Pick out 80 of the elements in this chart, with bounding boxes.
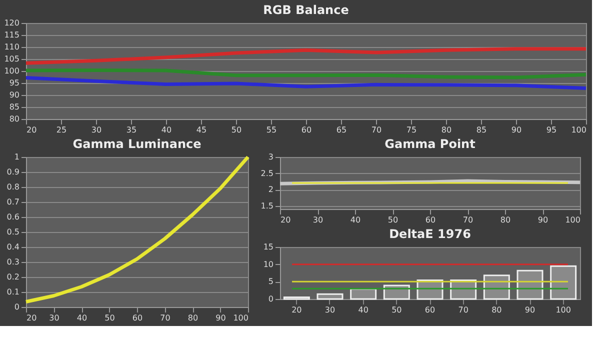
x-tick-label: 60 [424, 306, 436, 314]
y-tick-label: 0.3 [6, 258, 20, 266]
y-tick-label: 0.1 [6, 288, 20, 296]
y-tick-label: 85 [9, 102, 20, 112]
chart-title: DeltaE 1976 [389, 227, 471, 241]
y-tick-label: 115 [4, 30, 20, 40]
x-tick-label: 30 [91, 126, 102, 134]
y-tick-label: 0 [14, 302, 20, 312]
chart-title: Gamma Point [384, 137, 476, 151]
line-series [24, 76, 588, 90]
y-tick-label: 0.9 [6, 168, 20, 176]
x-tick-label: 30 [324, 306, 336, 314]
y-tick-label: 2.5 [260, 168, 274, 178]
y-tick-label: 2 [268, 185, 274, 194]
x-tick-label: 20 [292, 306, 302, 314]
x-tick-label: 100 [565, 216, 580, 224]
y-tick-label: 15 [263, 242, 274, 252]
x-tick-label: 50 [392, 306, 402, 314]
y-tick-label: 0.5 [6, 228, 20, 236]
x-tick-label: 90 [524, 306, 536, 314]
x-tick-label: 75 [406, 126, 417, 134]
x-tick-label: 50 [104, 314, 115, 322]
y-tick-label: 110 [4, 42, 20, 52]
y-tick-label: 5 [268, 277, 274, 286]
y-tick-label: 1.5 [260, 201, 274, 210]
x-tick-label: 80 [188, 314, 198, 322]
y-tick-label: 90 [9, 90, 20, 100]
line-series [24, 155, 250, 304]
y-tick-label: 0.8 [6, 182, 20, 192]
x-tick-label: 20 [26, 126, 37, 134]
y-tick-label: 0.6 [6, 212, 20, 222]
x-tick-label: 65 [336, 126, 347, 134]
x-tick-label: 40 [76, 314, 88, 322]
x-tick-label: 35 [126, 126, 137, 134]
line-series [24, 47, 588, 65]
x-tick-label: 40 [161, 126, 172, 134]
x-tick-label: 70 [160, 314, 170, 322]
x-tick-label: 100 [556, 306, 571, 314]
x-tick-label: 90 [538, 216, 548, 224]
y-tick-label: 105 [4, 54, 20, 64]
chart-title: RGB Balance [263, 3, 349, 17]
y-tick-label: 0 [268, 294, 274, 304]
chart-title: Gamma Luminance [72, 137, 202, 151]
y-tick-label: 80 [9, 114, 20, 124]
x-tick-label: 20 [26, 314, 37, 322]
x-tick-label: 100 [571, 126, 586, 134]
y-tick-label: 120 [4, 18, 20, 28]
x-tick-label: 25 [56, 126, 67, 134]
x-tick-label: 70 [458, 306, 468, 314]
y-tick-label: 1 [14, 152, 20, 162]
x-tick-label: 50 [388, 216, 398, 224]
y-tick-label: 95 [9, 78, 20, 88]
x-tick-label: 80 [500, 216, 511, 224]
x-tick-label: 70 [462, 216, 474, 224]
x-tick-label: 60 [425, 216, 436, 224]
x-tick-label: 55 [266, 126, 277, 134]
x-tick-label: 95 [546, 126, 557, 134]
x-tick-label: 50 [231, 126, 242, 134]
y-tick-label: 0.2 [6, 272, 20, 282]
x-tick-label: 100 [233, 314, 248, 322]
y-tick-label: 100 [4, 66, 20, 76]
line-series [24, 68, 588, 80]
x-tick-label: 90 [216, 314, 226, 322]
x-tick-label: 80 [441, 126, 452, 134]
x-tick-label: 20 [280, 216, 291, 224]
x-tick-label: 30 [312, 216, 324, 224]
x-tick-label: 30 [49, 314, 60, 322]
x-tick-label: 70 [371, 126, 382, 134]
x-tick-label: 80 [492, 306, 502, 314]
x-tick-label: 60 [132, 314, 143, 322]
x-tick-label: 40 [350, 216, 361, 224]
y-tick-label: 0.4 [6, 242, 20, 252]
x-tick-label: 60 [301, 126, 312, 134]
x-tick-label: 45 [196, 126, 207, 134]
x-tick-label: 40 [358, 306, 368, 314]
y-tick-label: 10 [263, 260, 274, 269]
x-tick-label: 90 [511, 126, 522, 134]
y-tick-label: 3 [268, 152, 274, 162]
y-tick-label: 0.7 [6, 198, 20, 206]
x-tick-label: 85 [476, 126, 487, 134]
